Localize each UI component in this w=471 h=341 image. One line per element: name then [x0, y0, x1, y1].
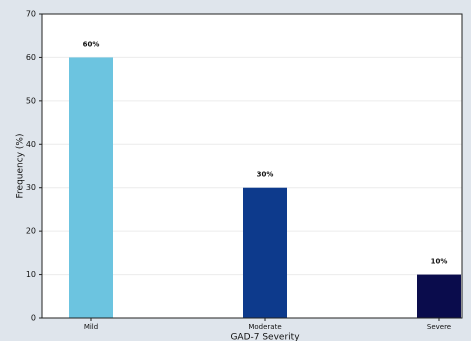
y-tick-label: 0 — [31, 314, 36, 323]
y-tick-label: 30 — [26, 183, 36, 192]
value-label: 10% — [431, 258, 448, 266]
y-tick-label: 40 — [26, 140, 36, 149]
y-tick-label: 50 — [26, 96, 36, 105]
value-label: 60% — [83, 40, 100, 48]
axes-frame — [41, 13, 463, 319]
x-axis-label: GAD-7 Severity — [230, 333, 300, 341]
value-label: 30% — [257, 171, 274, 179]
x-tick-label: Mild — [84, 323, 98, 331]
y-tick-label: 20 — [26, 227, 36, 236]
bar — [243, 187, 287, 318]
x-tick-label: Severe — [427, 323, 451, 331]
y-tick-label: 70 — [26, 10, 36, 19]
y-tick-label: 60 — [26, 53, 36, 62]
y-axis-label: Frequency (%) — [16, 134, 26, 199]
bar — [417, 274, 461, 318]
y-tick-label: 10 — [26, 270, 36, 279]
x-tick-label: Moderate — [248, 323, 281, 331]
bar — [69, 57, 113, 319]
